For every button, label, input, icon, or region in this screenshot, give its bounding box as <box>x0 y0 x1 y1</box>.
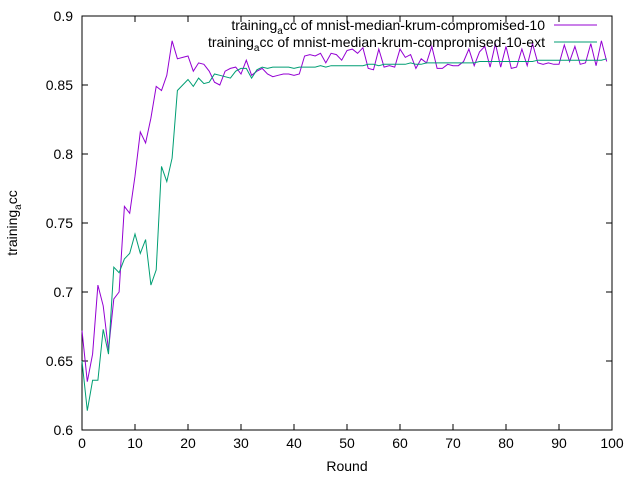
legend-label-2-tail: cc of mnist-median-krum-compromised-10-e… <box>259 34 545 50</box>
axis-ticks <box>81 15 613 431</box>
series-lines <box>81 40 608 411</box>
x-tick-label: 10 <box>127 435 143 451</box>
legend-label-2-sub: a <box>254 43 260 54</box>
legend-label-2: trainingacc of mnist-median-krum-comprom… <box>208 34 545 54</box>
y-tick-label: 0.9 <box>54 8 74 24</box>
x-tick-label: 60 <box>392 435 408 451</box>
x-tick-label: 0 <box>78 435 86 451</box>
x-tick-label: 90 <box>551 435 567 451</box>
x-tick-label: 50 <box>339 435 355 451</box>
legend-entry-2: trainingacc of mnist-median-krum-comprom… <box>208 34 597 54</box>
legend: trainingacc of mnist-median-krum-comprom… <box>208 17 597 54</box>
y-tick-label: 0.75 <box>46 215 73 231</box>
y-axis-label-sub: a <box>13 204 24 210</box>
y-axis-label: trainingacc <box>4 190 24 255</box>
y-tick-label: 0.8 <box>54 146 74 162</box>
x-axis-label: Round <box>326 458 367 474</box>
y-tick-label: 0.7 <box>54 284 74 300</box>
y-axis-label-tail: cc <box>4 190 20 204</box>
legend-label-1-sub: a <box>277 26 283 37</box>
x-tick-label: 40 <box>286 435 302 451</box>
legend-entry-1: trainingacc of mnist-median-krum-comprom… <box>231 17 597 37</box>
y-tick-label: 0.6 <box>54 422 74 438</box>
legend-label-2-main: training <box>208 34 254 50</box>
series-line-2 <box>81 58 607 411</box>
y-axis-label-main: training <box>4 210 20 256</box>
series-line-1 <box>81 40 608 382</box>
x-tick-label: 100 <box>600 435 624 451</box>
axis-tick-labels: 0 10 20 30 40 50 60 70 80 90 100 0.6 0.65 0.7 0.75 0.8 0… <box>46 8 624 451</box>
plot-frame <box>81 15 613 431</box>
legend-label-1-tail: cc of mnist-median-krum-compromised-10 <box>283 17 545 33</box>
legend-label-1-main: training <box>231 17 277 33</box>
x-tick-label: 20 <box>180 435 196 451</box>
y-tick-label: 0.85 <box>46 77 73 93</box>
y-tick-label: 0.65 <box>46 353 73 369</box>
x-tick-label: 30 <box>233 435 249 451</box>
x-tick-label: 70 <box>445 435 461 451</box>
legend-label-1: trainingacc of mnist-median-krum-comprom… <box>231 17 545 37</box>
x-tick-label: 80 <box>498 435 514 451</box>
